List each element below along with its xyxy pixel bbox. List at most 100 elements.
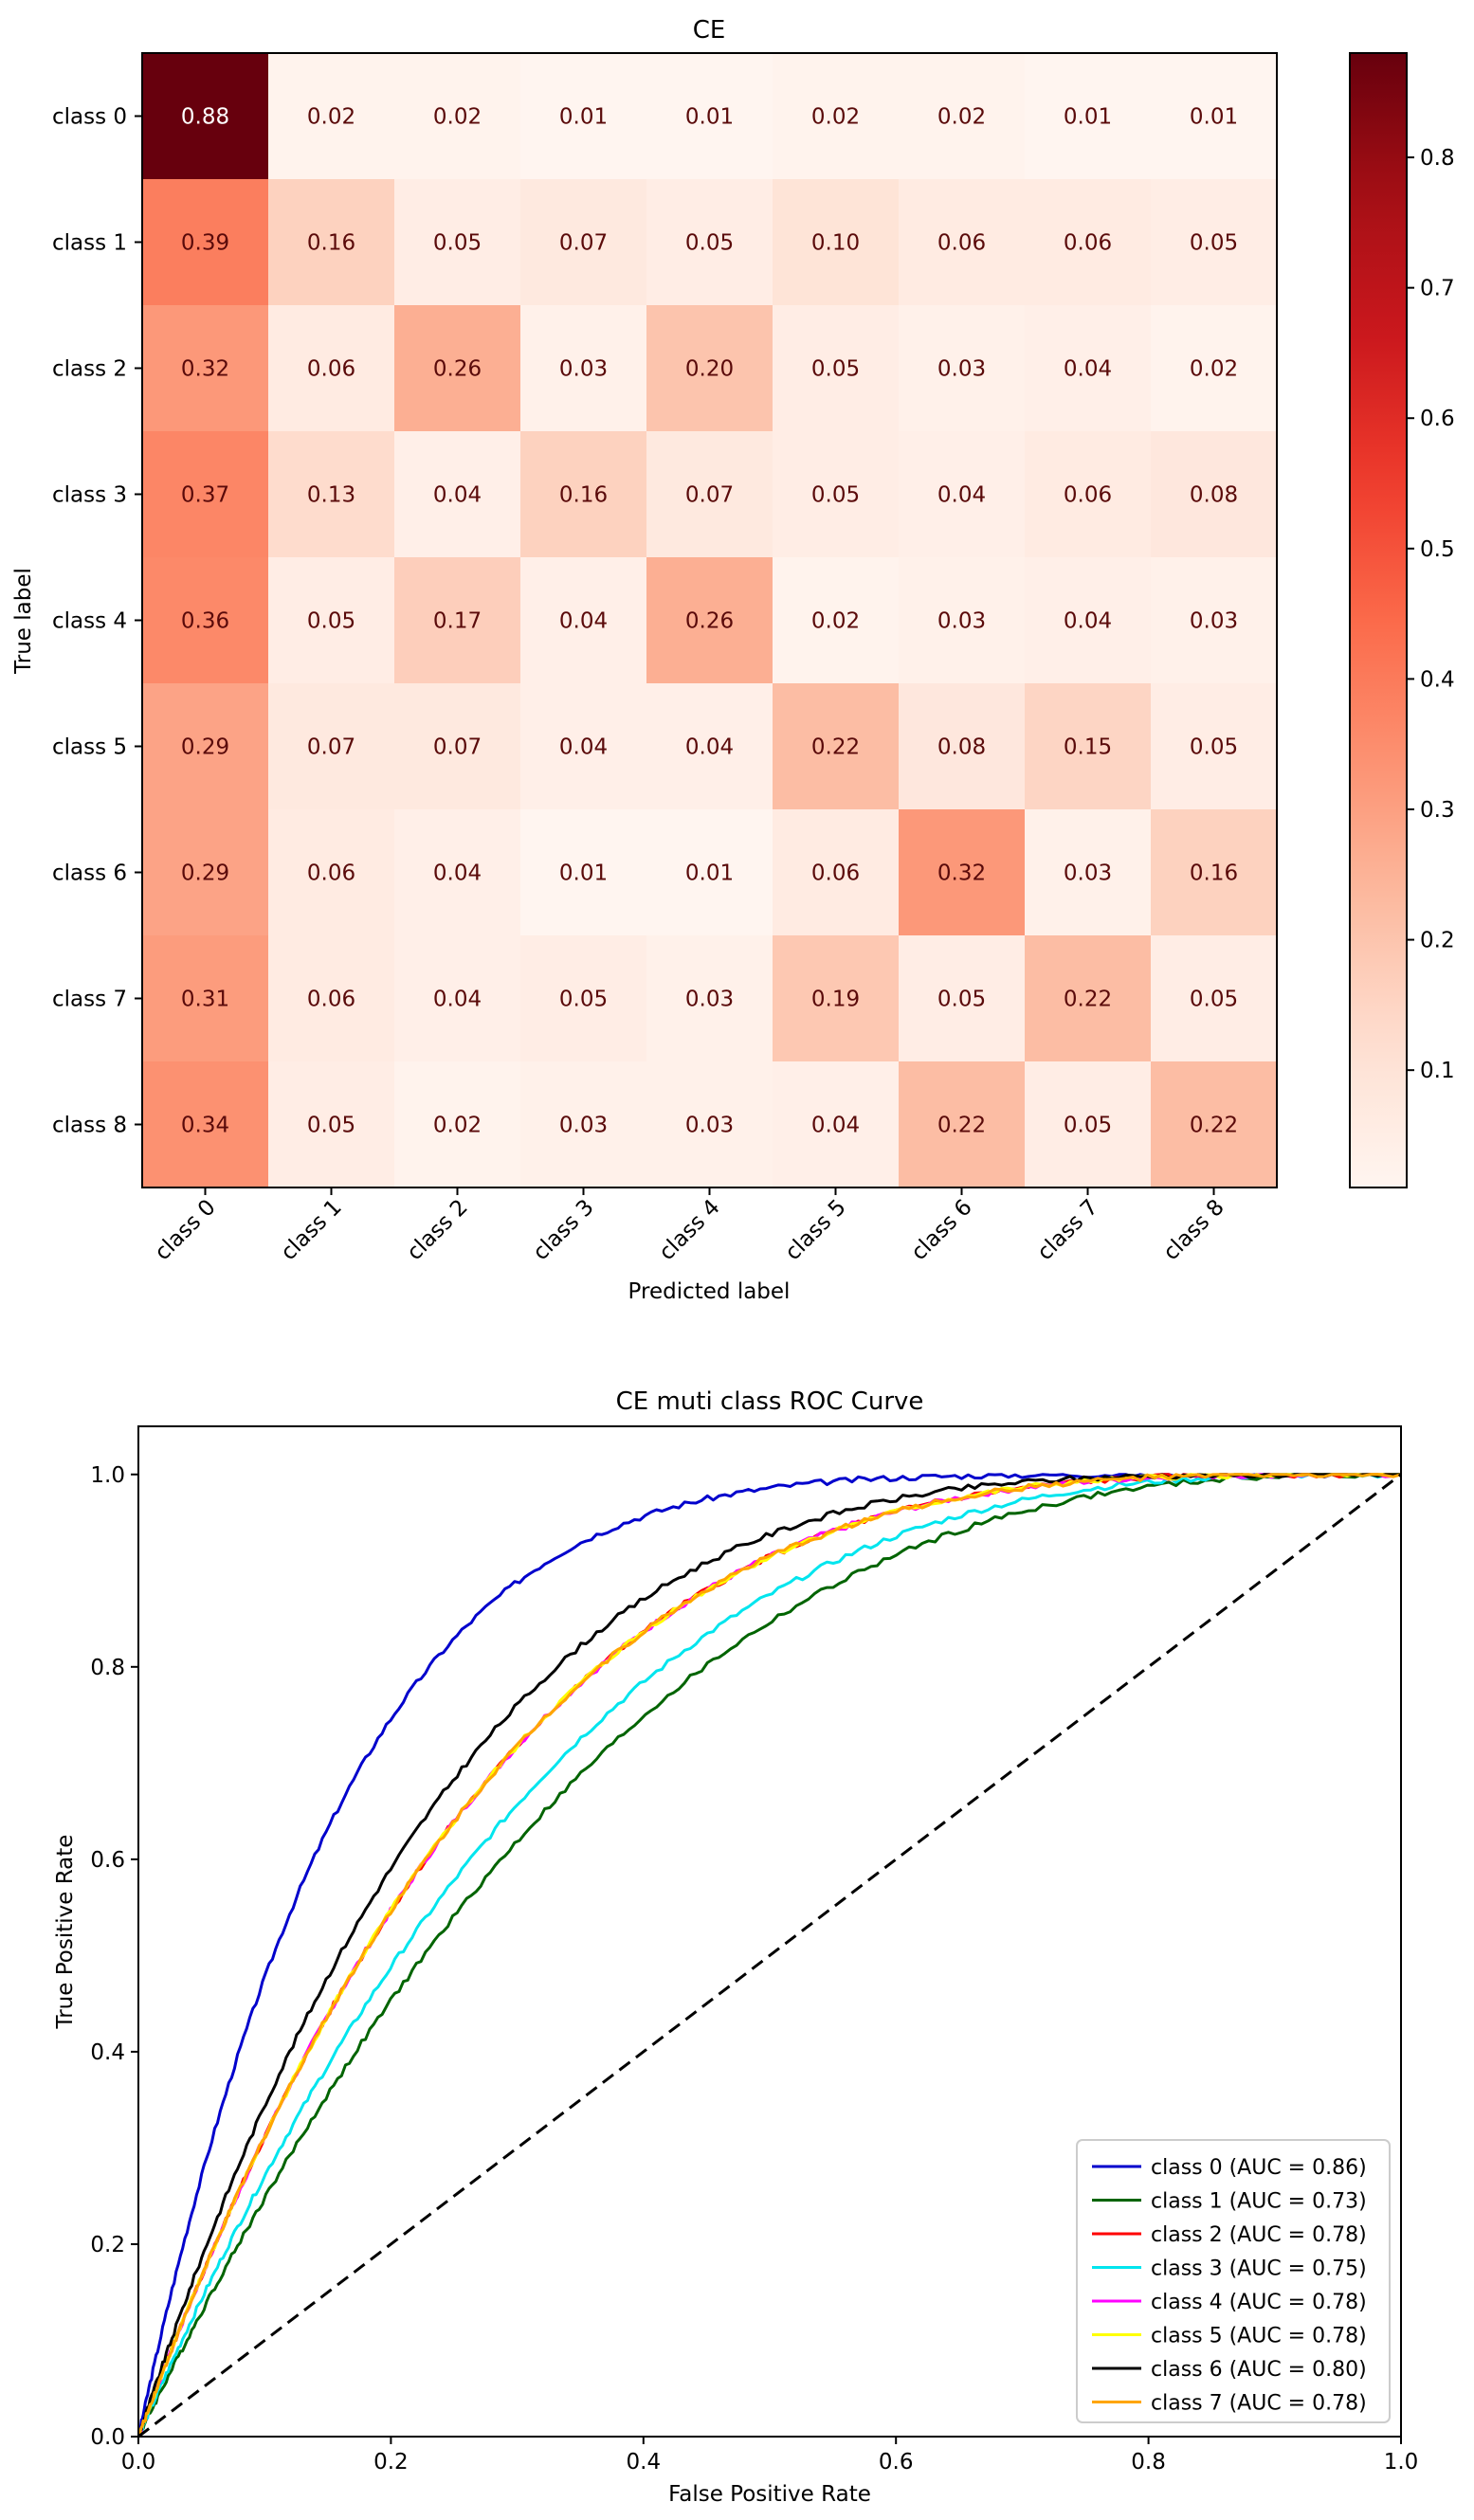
- heatmap-cell: [1151, 305, 1278, 432]
- cell-value-label: 0.02: [307, 105, 355, 130]
- cell-value-label: 0.02: [433, 1114, 482, 1138]
- colorbar-tick-label: 0.4: [1420, 667, 1455, 692]
- heatmap-cell: [394, 683, 521, 810]
- cell-value-label: 0.39: [181, 231, 229, 256]
- heatmap-cell: [773, 179, 900, 306]
- cell-value-label: 0.01: [1190, 105, 1238, 130]
- heatmap-cell: [1025, 683, 1152, 810]
- cell-value-label: 0.22: [811, 735, 860, 760]
- heatmap-cell: [1025, 305, 1152, 432]
- cell-value-label: 0.03: [559, 1114, 608, 1138]
- confusion-matrix-panel: CE 0.88 0.02 0.02 0.01 0.01 0.02 0.02 0.01 0.010…: [11, 16, 1455, 1304]
- confusion-matrix-value-labels: 0.88 0.02 0.02 0.01 0.01 0.02 0.02 0.01 0.01 0.39…: [181, 105, 1238, 1138]
- heatmap-cell: [142, 179, 269, 306]
- x-tick-label: class 8: [1158, 1195, 1228, 1265]
- legend-box: [1076, 2139, 1391, 2423]
- colorbar-tick-label: 0.7: [1420, 277, 1455, 301]
- cell-value-label: 0.03: [1064, 861, 1112, 886]
- cell-value-label: 0.02: [1190, 357, 1238, 382]
- heatmap-cell: [773, 431, 900, 558]
- y-tick-label: class 7: [52, 988, 127, 1012]
- cell-value-label: 0.26: [685, 609, 734, 634]
- cell-value-label: 0.08: [937, 735, 986, 760]
- heatmap-cell: [1151, 683, 1278, 810]
- cell-value-label: 0.02: [937, 105, 986, 130]
- heatmap-cell: [520, 683, 647, 810]
- heatmap-cell: [1151, 557, 1278, 684]
- cell-value-label: 0.88: [181, 105, 229, 130]
- y-tick-label: 0.2: [90, 2233, 125, 2257]
- cell-value-label: 0.16: [559, 483, 608, 508]
- legend-entry-label: class 1 (AUC = 0.73): [1151, 2190, 1367, 2214]
- y-tick-label: 0.8: [90, 1656, 125, 1680]
- cell-value-label: 0.01: [685, 861, 734, 886]
- cell-value-label: 0.07: [685, 483, 734, 508]
- cell-value-label: 0.06: [1064, 231, 1112, 256]
- cell-value-label: 0.08: [1190, 483, 1238, 508]
- colorbar-tick-label: 0.6: [1420, 407, 1455, 431]
- heatmap-cell: [773, 1061, 900, 1188]
- heatmap-cell: [1151, 935, 1278, 1062]
- cell-value-label: 0.05: [433, 231, 482, 256]
- cell-value-label: 0.19: [811, 988, 860, 1012]
- heatmap-cell: [142, 683, 269, 810]
- heatmap-cell: [520, 557, 647, 684]
- cell-value-label: 0.26: [433, 357, 482, 382]
- heatmap-cell: [773, 53, 900, 180]
- cell-value-label: 0.07: [433, 735, 482, 760]
- colorbar: [1349, 52, 1408, 1188]
- x-tick-label: class 1: [276, 1195, 346, 1265]
- colorbar-tick-label: 0.2: [1420, 929, 1455, 953]
- cell-value-label: 0.22: [937, 1114, 986, 1138]
- heatmap-cell: [142, 1061, 269, 1188]
- legend-entry-label: class 0 (AUC = 0.86): [1151, 2156, 1367, 2180]
- heatmap-cell: [268, 935, 395, 1062]
- cell-value-label: 0.16: [307, 231, 355, 256]
- cell-value-label: 0.03: [685, 1114, 734, 1138]
- heatmap-cell: [142, 305, 269, 432]
- cell-value-label: 0.03: [937, 357, 986, 382]
- x-tick-label: 0.8: [1131, 2450, 1166, 2475]
- cell-value-label: 0.36: [181, 609, 229, 634]
- cell-value-label: 0.04: [1064, 609, 1112, 634]
- y-tick-label: class 2: [52, 357, 127, 382]
- y-tick-label: class 3: [52, 483, 127, 508]
- heatmap-cell: [773, 305, 900, 432]
- heatmap-cell: [1151, 1061, 1278, 1188]
- heatmap-cell: [1151, 431, 1278, 558]
- heatmap-cell: [899, 809, 1026, 936]
- confusion-matrix-xlabel: Predicted label: [628, 1279, 791, 1304]
- legend-entry-label: class 4 (AUC = 0.78): [1151, 2291, 1367, 2314]
- heatmap-cell: [1025, 431, 1152, 558]
- cell-value-label: 0.15: [1064, 735, 1112, 760]
- heatmap-cell: [899, 53, 1026, 180]
- heatmap-cell: [899, 935, 1026, 1062]
- roc-reference-diagonal: [137, 1473, 1402, 2438]
- legend-entry-label: class 2 (AUC = 0.78): [1151, 2223, 1367, 2247]
- heatmap-cell: [142, 809, 269, 936]
- roc-plot-frame: [137, 1425, 1402, 2438]
- heatmap-cell: [520, 1061, 647, 1188]
- cell-value-label: 0.04: [685, 735, 734, 760]
- y-tick-label: class 4: [52, 609, 127, 634]
- heatmap-cell: [268, 683, 395, 810]
- heatmap-cell: [646, 809, 773, 936]
- colorbar-tick-label: 0.3: [1420, 798, 1455, 823]
- heatmap-cell: [1151, 179, 1278, 306]
- cell-value-label: 0.03: [1190, 609, 1238, 634]
- heatmap-cell: [268, 179, 395, 306]
- cell-value-label: 0.07: [307, 735, 355, 760]
- heatmap-cell: [1151, 53, 1278, 180]
- heatmap-cell: [268, 305, 395, 432]
- cell-value-label: 0.06: [307, 861, 355, 886]
- cell-value-label: 0.06: [937, 231, 986, 256]
- cell-value-label: 0.06: [1064, 483, 1112, 508]
- cell-value-label: 0.06: [811, 861, 860, 886]
- heatmap-cell: [899, 431, 1026, 558]
- x-tick-label: class 0: [150, 1195, 220, 1265]
- roc-ylabel: True Positive Rate: [53, 1835, 78, 2030]
- x-tick-label: class 6: [906, 1195, 976, 1265]
- roc-series-line: [138, 1473, 1401, 2437]
- heatmap-cell: [646, 431, 773, 558]
